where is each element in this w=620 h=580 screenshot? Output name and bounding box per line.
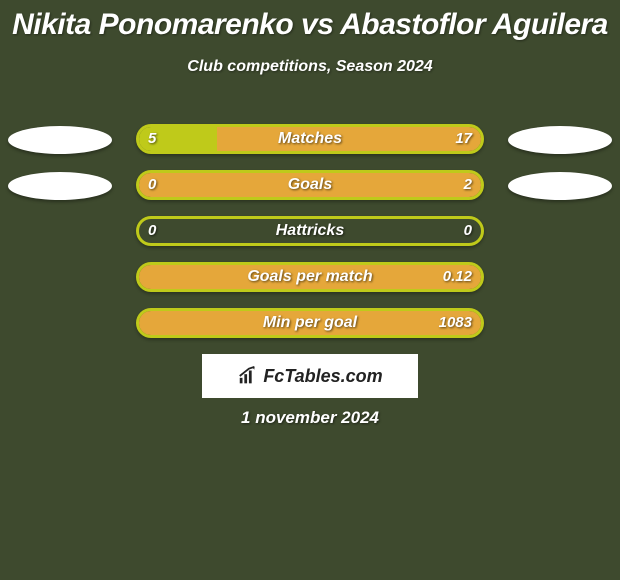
bar-track <box>136 308 484 338</box>
player-avatar-left <box>8 172 112 200</box>
bar-left <box>139 127 217 151</box>
bar-track <box>136 216 484 246</box>
player-avatar-right <box>508 172 612 200</box>
player-avatar-right <box>508 126 612 154</box>
page-title: Nikita Ponomarenko vs Abastoflor Aguiler… <box>0 0 620 42</box>
comparison-chart: Matches517Goals02Hattricks00Goals per ma… <box>0 118 620 348</box>
bar-right <box>217 127 481 151</box>
bar-right <box>139 311 481 335</box>
stat-row: Matches517 <box>0 118 620 164</box>
player-avatar-left <box>8 126 112 154</box>
stat-row: Goals02 <box>0 164 620 210</box>
logo-box: FcTables.com <box>202 354 418 398</box>
logo-text: FcTables.com <box>263 366 382 387</box>
stat-row: Min per goal1083 <box>0 302 620 348</box>
bar-right <box>139 265 481 289</box>
bar-right <box>139 173 481 197</box>
chart-icon <box>237 365 259 387</box>
bar-track <box>136 262 484 292</box>
bar-track <box>136 124 484 154</box>
subtitle: Club competitions, Season 2024 <box>0 58 620 76</box>
stat-row: Goals per match0.12 <box>0 256 620 302</box>
stat-row: Hattricks00 <box>0 210 620 256</box>
date-label: 1 november 2024 <box>0 408 620 428</box>
bar-track <box>136 170 484 200</box>
